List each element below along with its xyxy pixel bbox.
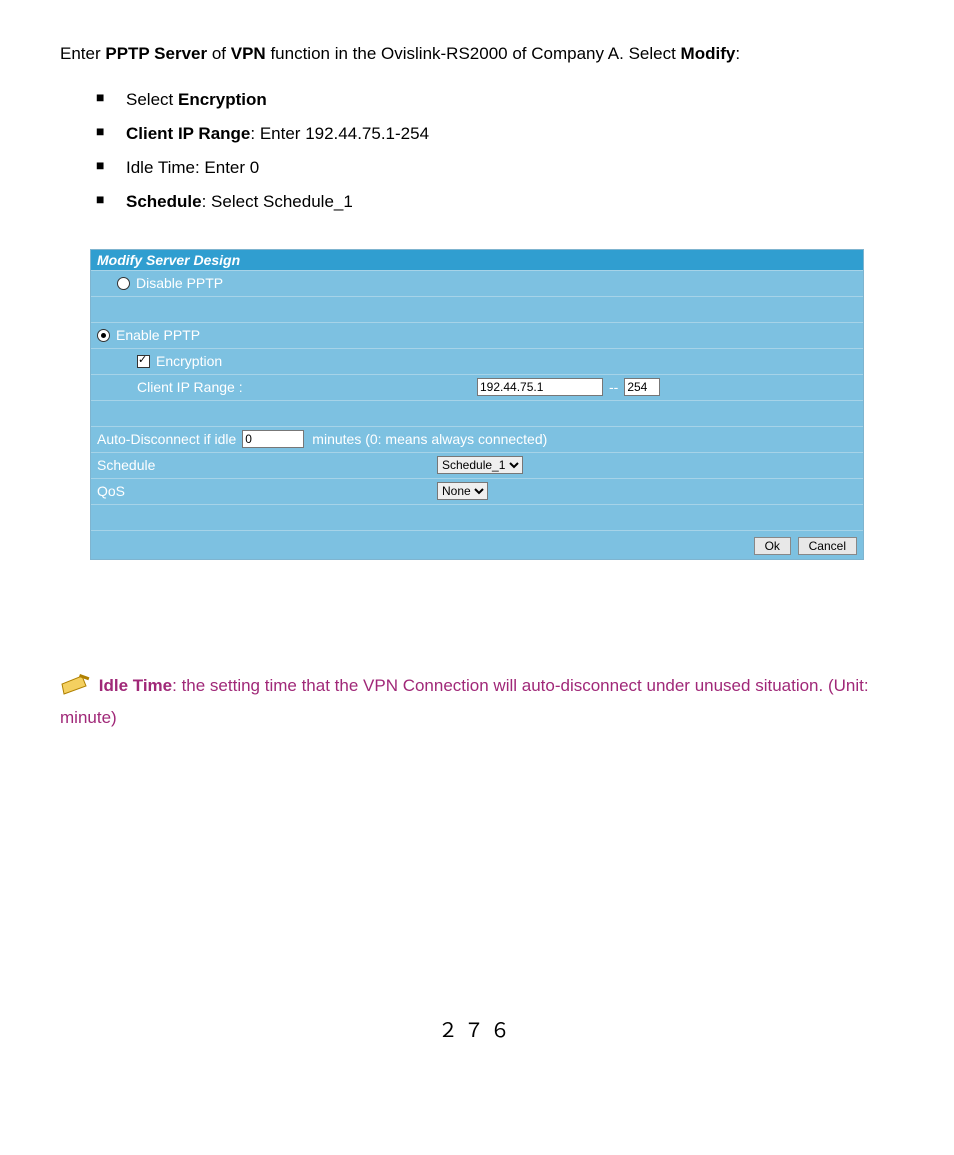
list-item: Client IP Range: Enter 192.44.75.1-254 xyxy=(96,117,894,151)
enable-pptp-label: Enable PPTP xyxy=(116,327,200,343)
schedule-row: Schedule Schedule_1 xyxy=(91,452,863,478)
bullet-list: Select Encryption Client IP Range: Enter… xyxy=(60,83,894,219)
ok-button[interactable]: Ok xyxy=(754,537,791,555)
checkbox-encryption-icon[interactable] xyxy=(137,355,150,368)
enable-pptp-row[interactable]: Enable PPTP xyxy=(91,322,863,348)
disable-pptp-row[interactable]: Disable PPTP xyxy=(91,270,863,296)
radio-enable-icon[interactable] xyxy=(97,329,110,342)
list-item: Idle Time: Enter 0 xyxy=(96,151,894,185)
ip-start-input[interactable] xyxy=(477,378,603,396)
radio-disable-icon[interactable] xyxy=(117,277,130,290)
idle-row: Auto-Disconnect if idle minutes (0: mean… xyxy=(91,426,863,452)
qos-label: QoS xyxy=(97,483,437,499)
note-icon xyxy=(60,672,94,700)
note-section: Idle Time: the setting time that the VPN… xyxy=(60,670,894,735)
qos-select[interactable]: None xyxy=(437,482,488,500)
encryption-row[interactable]: Encryption xyxy=(91,348,863,374)
schedule-select[interactable]: Schedule_1 xyxy=(437,456,523,474)
button-row: Ok Cancel xyxy=(91,530,863,559)
client-ip-label: Client IP Range : xyxy=(97,379,477,395)
panel-title: Modify Server Design xyxy=(91,250,863,270)
spacer-row xyxy=(91,400,863,426)
intro-paragraph: Enter PPTP Server of VPN function in the… xyxy=(60,40,894,69)
spacer-row xyxy=(91,504,863,530)
idle-label-a: Auto-Disconnect if idle xyxy=(97,431,236,447)
page-number: ２７６ xyxy=(60,1014,894,1043)
list-item: Select Encryption xyxy=(96,83,894,117)
client-ip-row: Client IP Range : -- xyxy=(91,374,863,400)
disable-pptp-label: Disable PPTP xyxy=(136,275,223,291)
cancel-button[interactable]: Cancel xyxy=(798,537,857,555)
config-panel: Modify Server Design Disable PPTP Enable… xyxy=(90,249,864,560)
qos-row: QoS None xyxy=(91,478,863,504)
note-bold: Idle Time xyxy=(99,676,172,695)
ip-sep: -- xyxy=(609,379,618,395)
spacer-row xyxy=(91,296,863,322)
note-text: : the setting time that the VPN Connecti… xyxy=(60,676,869,727)
ip-end-input[interactable] xyxy=(624,378,660,396)
idle-label-b: minutes (0: means always connected) xyxy=(312,431,547,447)
schedule-label: Schedule xyxy=(97,457,437,473)
encryption-label: Encryption xyxy=(156,353,222,369)
idle-input[interactable] xyxy=(242,430,304,448)
list-item: Schedule: Select Schedule_1 xyxy=(96,185,894,219)
